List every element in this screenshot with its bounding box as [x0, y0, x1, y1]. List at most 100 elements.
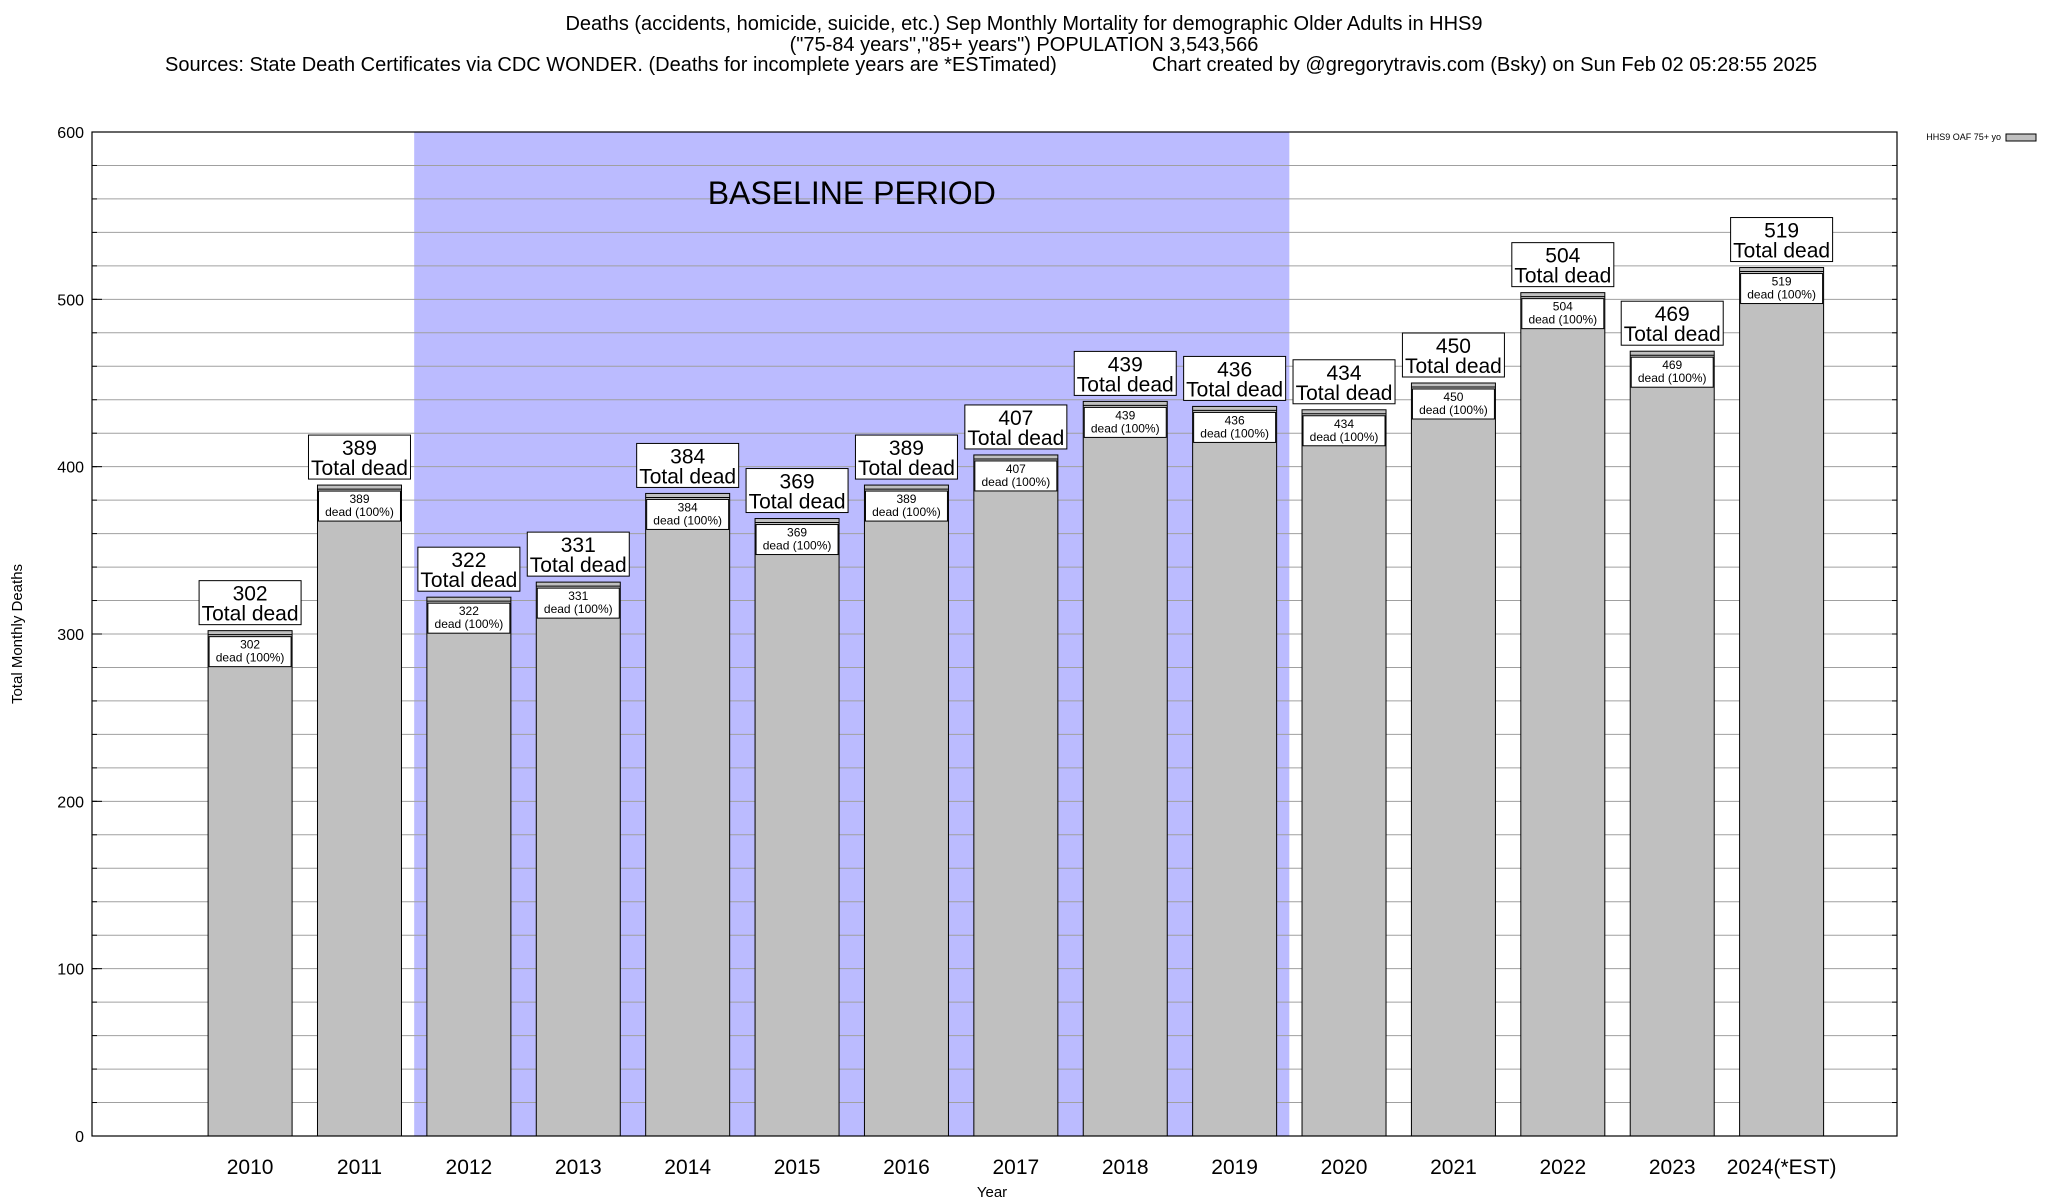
chart-title: Deaths (accidents, homicide, suicide, et… [565, 13, 1483, 35]
y-tick-label: 300 [57, 627, 84, 644]
inner-value-label: 469 [1662, 358, 1682, 372]
total-dead-label: Total dead [1514, 265, 1611, 288]
total-dead-label: Total dead [420, 569, 517, 592]
y-tick-label: 100 [57, 962, 84, 979]
inner-percent-label: dead (100%) [1747, 288, 1816, 302]
x-tick-label: 2016 [883, 1156, 930, 1179]
total-value-label: 389 [342, 437, 377, 460]
bar-2018 [1082, 400, 1168, 1137]
bar-2019 [1192, 405, 1278, 1137]
total-value-label: 389 [889, 437, 924, 460]
bar-2022 [1520, 292, 1606, 1137]
chart-subtitle: ("75-84 years","85+ years") POPULATION 3… [789, 34, 1259, 56]
inner-percent-label: dead (100%) [325, 505, 394, 519]
chart-sources: Sources: State Death Certificates via CD… [165, 54, 1057, 76]
inner-percent-label: dead (100%) [435, 617, 504, 631]
bar-2020 [1301, 409, 1387, 1137]
inner-percent-label: dead (100%) [872, 505, 941, 519]
inner-value-label: 434 [1334, 417, 1354, 431]
bar-2023 [1629, 350, 1715, 1137]
inner-label-box [1411, 388, 1495, 420]
total-label-box [964, 404, 1068, 450]
total-dead-label: Total dead [530, 554, 627, 577]
total-value-label: 439 [1108, 353, 1143, 376]
total-label-box [1292, 359, 1396, 405]
total-value-label: 369 [780, 471, 815, 494]
total-value-label: 407 [998, 407, 1033, 430]
total-value-label: 322 [451, 549, 486, 572]
total-value-label: 450 [1436, 335, 1471, 358]
bar-2013 [535, 581, 621, 1137]
bar-2010 [207, 630, 293, 1137]
total-value-label: 434 [1327, 362, 1362, 385]
x-tick-label: 2011 [337, 1156, 382, 1179]
inner-label-box [1083, 406, 1167, 438]
inner-percent-label: dead (100%) [1091, 421, 1160, 435]
total-label-box [854, 434, 958, 480]
total-label-box [198, 580, 302, 626]
inner-percent-label: dead (100%) [653, 513, 722, 527]
y-tick-label: 0 [75, 1129, 84, 1146]
total-dead-label: Total dead [749, 491, 846, 514]
inner-percent-label: dead (100%) [1310, 430, 1379, 444]
x-axis-label: Year [977, 1184, 1007, 1200]
inner-value-label: 407 [1006, 462, 1026, 476]
x-tick-label: 2024(*EST) [1727, 1156, 1837, 1179]
inner-label-box [755, 524, 839, 556]
x-tick-label: 2010 [227, 1156, 274, 1179]
inner-value-label: 439 [1115, 408, 1135, 422]
total-label-box [1511, 242, 1615, 288]
y-tick-label: 500 [57, 292, 84, 309]
bar-2011 [316, 484, 402, 1137]
bar-2017 [973, 454, 1059, 1137]
total-value-label: 302 [233, 583, 268, 606]
total-value-label: 519 [1764, 220, 1799, 243]
inner-label-box [1630, 356, 1714, 388]
x-tick-label: 2019 [1211, 1156, 1258, 1179]
total-label-box [417, 546, 521, 592]
total-dead-label: Total dead [858, 457, 955, 480]
y-tick-label: 400 [57, 460, 84, 477]
chart-credit: Chart created by @gregorytravis.com (Bsk… [1152, 54, 1818, 76]
inner-value-label: 389 [896, 492, 916, 506]
bar-2015 [754, 518, 840, 1137]
total-dead-label: Total dead [1296, 382, 1393, 405]
inner-value-label: 369 [787, 526, 807, 540]
inner-percent-label: dead (100%) [1638, 371, 1707, 385]
bar-2016 [863, 484, 949, 1137]
total-dead-label: Total dead [311, 457, 408, 480]
total-dead-label: Total dead [967, 427, 1064, 450]
inner-label-box [864, 490, 948, 522]
inner-value-label: 450 [1443, 390, 1463, 404]
inner-value-label: 302 [240, 638, 260, 652]
inner-value-label: 384 [678, 500, 698, 514]
x-tick-label: 2023 [1649, 1156, 1696, 1179]
total-dead-label: Total dead [1624, 323, 1721, 346]
total-label-box [1401, 332, 1505, 378]
chart-title-block: Deaths (accidents, homicide, suicide, et… [0, 14, 2048, 56]
total-dead-label: Total dead [1077, 373, 1174, 396]
inner-label-box [536, 587, 620, 619]
total-label-box [307, 434, 411, 480]
inner-percent-label: dead (100%) [544, 602, 613, 616]
total-dead-label: Total dead [1186, 378, 1283, 401]
x-tick-label: 2022 [1539, 1156, 1586, 1179]
inner-value-label: 436 [1225, 413, 1245, 427]
x-tick-label: 2014 [664, 1156, 711, 1179]
total-dead-label: Total dead [639, 465, 736, 488]
total-label-box [1620, 300, 1724, 346]
baseline-period-label: BASELINE PERIOD [708, 175, 996, 211]
inner-percent-label: dead (100%) [216, 651, 285, 665]
inner-percent-label: dead (100%) [981, 475, 1050, 489]
x-tick-label: 2015 [774, 1156, 821, 1179]
total-value-label: 331 [561, 534, 596, 557]
legend-label: HHS9 OAF 75+ yo [1926, 132, 2001, 142]
inner-label-box [974, 460, 1058, 492]
total-value-label: 436 [1217, 358, 1252, 381]
legend-swatch [2005, 133, 2037, 142]
inner-percent-label: dead (100%) [1528, 313, 1597, 327]
x-tick-label: 2012 [446, 1156, 493, 1179]
total-value-label: 504 [1545, 245, 1580, 268]
x-tick-label: 2021 [1430, 1156, 1477, 1179]
